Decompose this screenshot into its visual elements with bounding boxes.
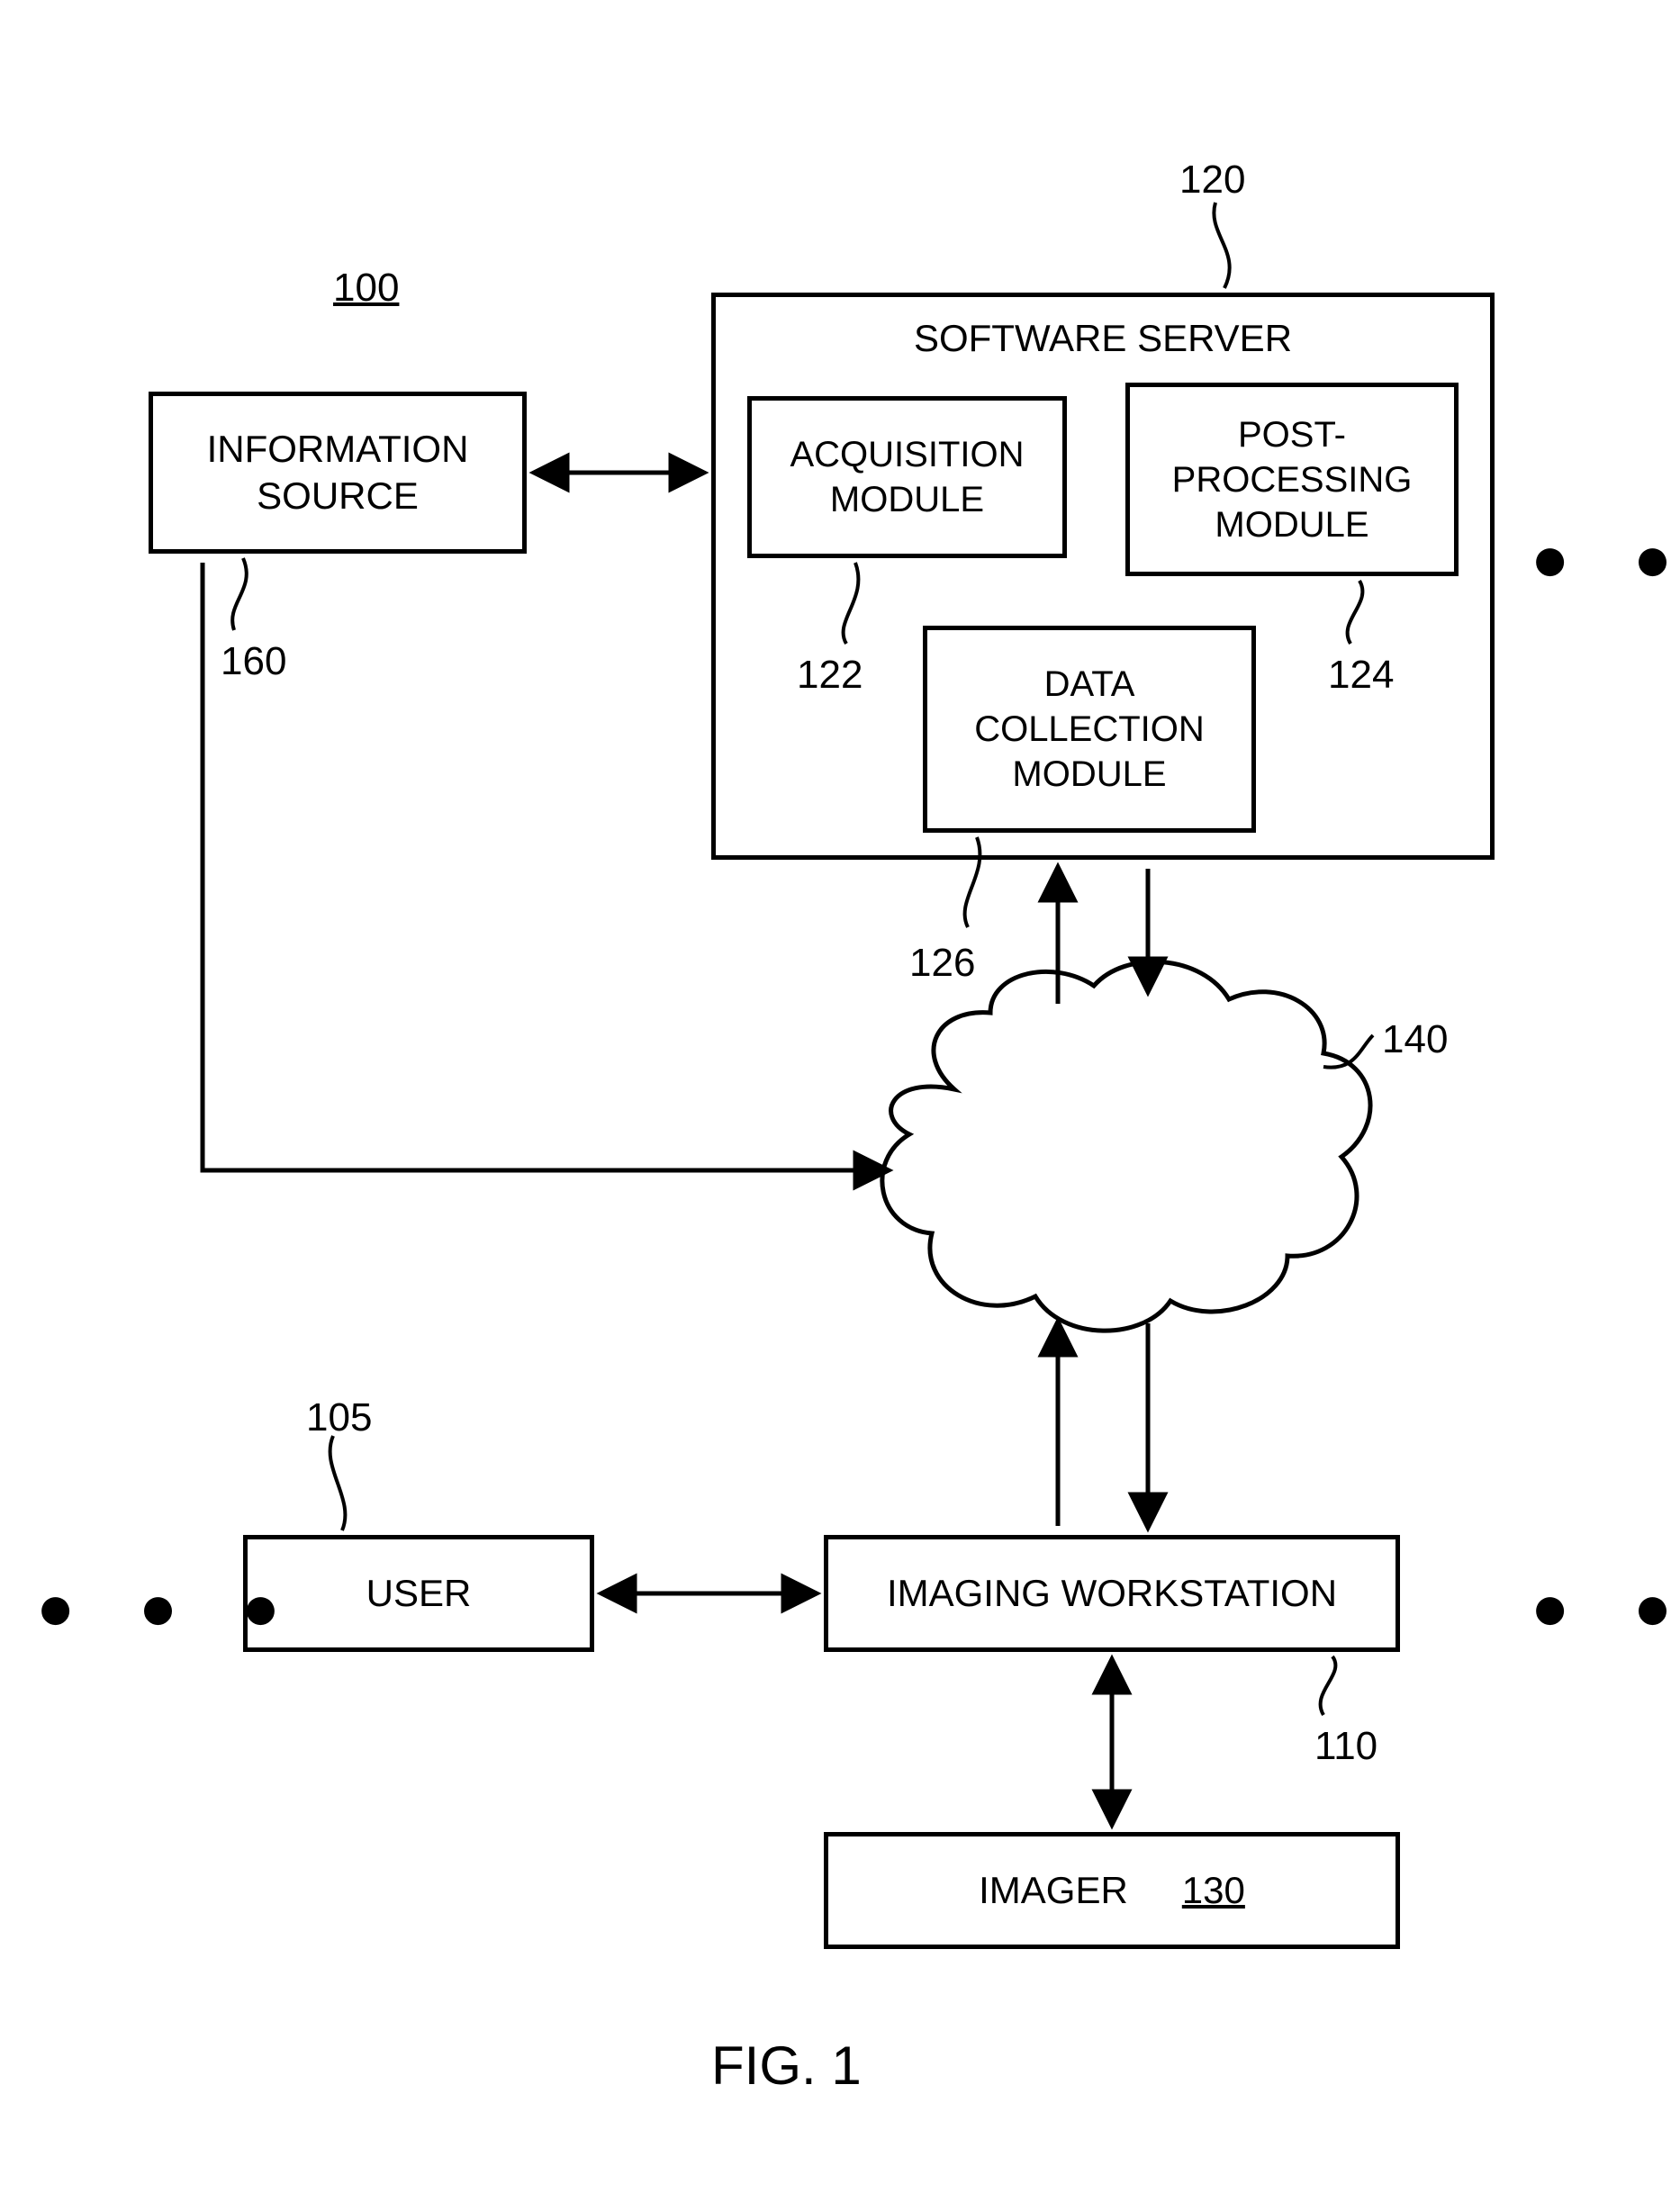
ellipsis-right-bottom: ● ● ● (1531, 1571, 1680, 1645)
node-information-source-label: INFORMATION SOURCE (153, 426, 522, 520)
ref-140: 140 (1382, 1017, 1448, 1062)
ref-126: 126 (909, 941, 975, 986)
node-software-server-title: SOFTWARE SERVER (914, 315, 1292, 363)
ref-122: 122 (797, 653, 863, 698)
diagram-canvas: 100 INFORMATION SOURCE 160 SOFTWARE SERV… (0, 0, 1680, 2211)
node-imaging-workstation: IMAGING WORKSTATION (824, 1535, 1400, 1652)
leader-140 (1323, 1035, 1373, 1068)
node-imager: IMAGER 130 (824, 1832, 1400, 1949)
node-acquisition-module: ACQUISITION MODULE (747, 396, 1067, 558)
node-user-label: USER (366, 1570, 472, 1618)
node-post-processing-module: POST- PROCESSING MODULE (1125, 383, 1459, 576)
ellipsis-left: ● ● ● (36, 1571, 303, 1645)
ref-124: 124 (1328, 653, 1394, 698)
ref-105: 105 (306, 1395, 372, 1440)
node-data-collection-module-label: DATA COLLECTION MODULE (927, 662, 1251, 797)
ref-110: 110 (1314, 1724, 1377, 1769)
node-network-label: NETWORK (e.g. INTERNET) (959, 1112, 1247, 1198)
node-imaging-workstation-label: IMAGING WORKSTATION (887, 1570, 1337, 1618)
ref-120: 120 (1179, 158, 1245, 203)
leader-110 (1321, 1656, 1336, 1715)
figure-label: FIG. 1 (711, 2035, 862, 2097)
node-information-source: INFORMATION SOURCE (149, 392, 527, 554)
leader-160 (232, 558, 247, 630)
node-acquisition-module-label: ACQUISITION MODULE (752, 432, 1062, 522)
leader-120 (1214, 203, 1229, 288)
node-post-processing-module-label: POST- PROCESSING MODULE (1130, 412, 1454, 547)
ref-160: 160 (221, 639, 286, 684)
diagram-ref-100: 100 (333, 266, 399, 311)
node-data-collection-module: DATA COLLECTION MODULE (923, 626, 1256, 833)
ellipsis-right-top: ● ● ● (1531, 522, 1680, 596)
node-imager-label: IMAGER (979, 1867, 1128, 1915)
leader-105 (330, 1436, 346, 1530)
ref-130: 130 (1182, 1867, 1245, 1915)
